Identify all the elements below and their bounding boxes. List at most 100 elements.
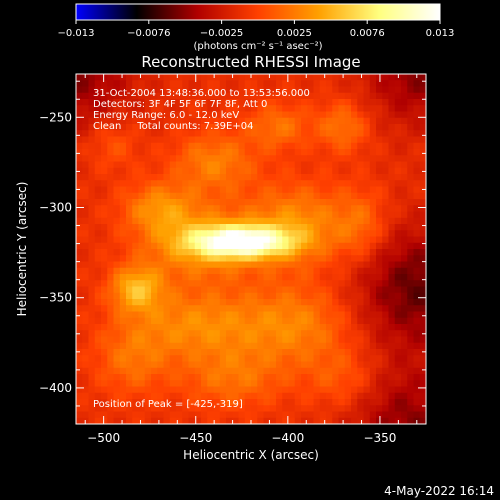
heatmap-cell (88, 111, 96, 119)
heatmap-cell (326, 392, 333, 400)
heatmap-cell (301, 155, 308, 163)
heatmap-cell (126, 149, 133, 156)
heatmap-cell (326, 205, 333, 213)
heatmap-cell (301, 205, 308, 213)
heatmap-cell (101, 355, 108, 363)
heatmap-cell (213, 411, 221, 419)
heatmap-cell (413, 311, 421, 319)
heatmap-cell (201, 249, 208, 256)
y-tick-label: −400 (39, 381, 72, 395)
heatmap-cell (357, 192, 365, 200)
heatmap-cell (382, 149, 390, 156)
heatmap-cell (326, 224, 333, 231)
heatmap-cell (107, 280, 115, 288)
heatmap-cell (194, 199, 202, 206)
heatmap-cell (332, 249, 340, 256)
heatmap-cell (369, 242, 377, 250)
heatmap-cell (151, 224, 158, 231)
heatmap-cell (307, 267, 315, 275)
heatmap-cell (113, 155, 121, 163)
heatmap-cell (151, 267, 158, 275)
heatmap-cell (157, 261, 165, 269)
heatmap-cell (332, 286, 340, 294)
heatmap-cell (376, 299, 383, 306)
heatmap-cell (207, 255, 215, 263)
heatmap-cell (263, 361, 271, 369)
heatmap-cell (344, 305, 352, 313)
heatmap-cell (113, 255, 121, 263)
heatmap-cell (332, 355, 340, 363)
heatmap-cell (394, 274, 402, 281)
heatmap-cell (394, 255, 402, 263)
heatmap-cell (357, 180, 365, 188)
y-axis-label: Heliocentric Y (arcsec) (15, 182, 29, 317)
heatmap-cell (413, 174, 421, 181)
heatmap-cell (107, 249, 115, 256)
heatmap-cell (151, 117, 158, 125)
heatmap-cell (382, 92, 390, 100)
heatmap-cell (107, 142, 115, 150)
heatmap-cell (238, 105, 246, 113)
heatmap-cell (363, 336, 371, 344)
heatmap-cell (288, 174, 296, 181)
heatmap-cell (232, 255, 240, 263)
heatmap-cell (188, 386, 196, 394)
heatmap-cell (257, 199, 265, 206)
heatmap-cell (132, 124, 140, 131)
heatmap-cell (344, 74, 352, 81)
heatmap-cell (238, 217, 246, 225)
heatmap-cell (257, 399, 265, 406)
heatmap-cell (138, 86, 146, 94)
heatmap-cell (319, 217, 327, 225)
heatmap-cell (263, 117, 271, 125)
heatmap-cell (282, 255, 290, 263)
heatmap-cell (307, 167, 315, 175)
heatmap-cell (94, 86, 102, 94)
heatmap-cell (382, 286, 390, 294)
heatmap-cell (82, 130, 90, 138)
heatmap-cell (419, 399, 426, 406)
heatmap-cell (369, 236, 377, 244)
heatmap-cell (169, 280, 177, 288)
heatmap-cell (132, 405, 140, 413)
heatmap-cell (351, 261, 358, 269)
heatmap-cell (182, 199, 190, 206)
heatmap-cell (144, 174, 152, 181)
heatmap-cell (163, 92, 171, 100)
heatmap-cell (101, 305, 108, 313)
heatmap-cell (126, 92, 133, 100)
heatmap-cell (232, 311, 240, 319)
heatmap-cell (82, 349, 90, 356)
heatmap-cell (213, 292, 221, 300)
heatmap-cell (388, 80, 396, 88)
heatmap-cell (157, 280, 165, 288)
heatmap-cell (344, 367, 352, 375)
heatmap-cell (113, 86, 121, 94)
heatmap-cell (107, 399, 115, 406)
heatmap-cell (107, 167, 115, 175)
heatmap-cell (151, 374, 158, 381)
heatmap-cell (188, 330, 196, 338)
heatmap-cell (157, 299, 165, 306)
heatmap-cell (382, 411, 390, 419)
heatmap-cell (144, 299, 152, 306)
heatmap-cell (244, 217, 252, 225)
heatmap-cell (413, 211, 421, 219)
heatmap-cell (119, 255, 127, 263)
heatmap-cell (132, 355, 140, 363)
heatmap-cell (288, 74, 296, 81)
heatmap-cell (188, 286, 196, 294)
heatmap-cell (169, 174, 177, 181)
heatmap-cell (269, 205, 277, 213)
heatmap-cell (288, 342, 296, 350)
heatmap-cell (76, 299, 83, 306)
heatmap-cell (157, 374, 165, 381)
heatmap-cell (332, 217, 340, 225)
heatmap-cell (213, 355, 221, 363)
heatmap-cell (369, 399, 377, 406)
heatmap-cell (357, 311, 365, 319)
heatmap-cell (244, 149, 252, 156)
heatmap-cell (188, 211, 196, 219)
heatmap-cell (394, 142, 402, 150)
heatmap-cell (219, 136, 227, 144)
